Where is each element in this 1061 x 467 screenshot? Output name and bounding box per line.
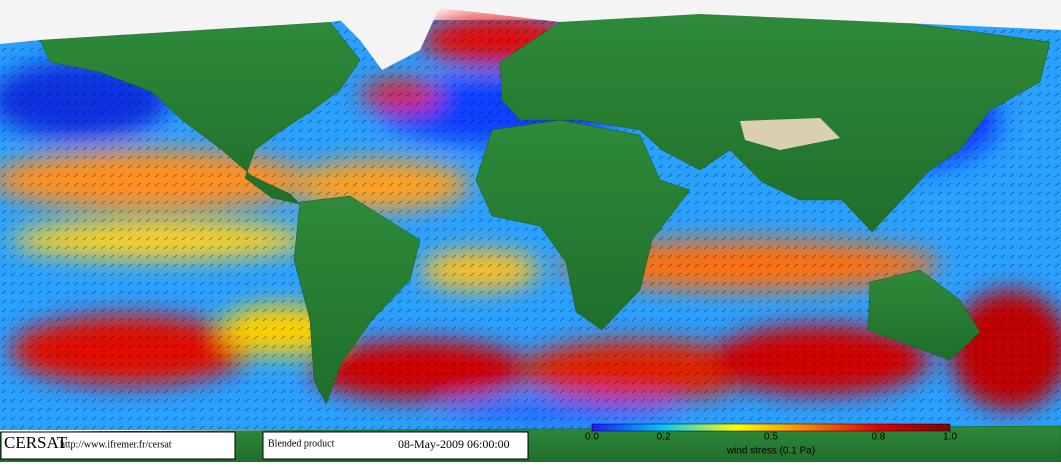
url: http://www.ifremer.fr/cersat <box>60 439 172 450</box>
logo: CERSAT <box>4 433 68 452</box>
logo-box <box>0 431 236 460</box>
colorbar-bar <box>591 423 951 432</box>
datetime: 08-May-2009 06:00:00 <box>398 437 510 451</box>
footer: CERSAT http://www.ifremer.fr/cersat Blen… <box>0 431 529 460</box>
colorbar-tick-label: 0.8 <box>871 432 885 443</box>
info-box <box>262 431 529 460</box>
ice <box>0 0 1061 150</box>
colorbar-tick-label: 0.2 <box>657 432 671 443</box>
colorbar-tick-label: 0.5 <box>764 432 778 443</box>
colorbar-tick-label: 1.0 <box>943 432 957 443</box>
product: Blended product <box>268 438 335 449</box>
colorbar: 0.0 0.2 0.5 0.8 1.0 wind stress (0.1 Pa) <box>585 423 957 457</box>
colorbar-tick-label: 0.0 <box>585 432 599 443</box>
colorbar-label: wind stress (0.1 Pa) <box>726 446 815 457</box>
